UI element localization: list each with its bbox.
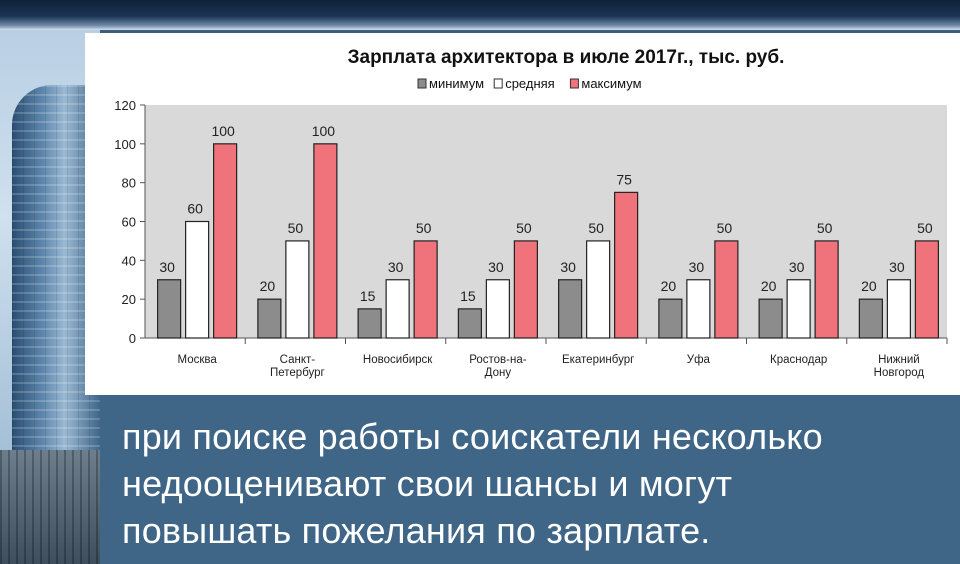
x-tick-label: Петербург (270, 367, 325, 379)
x-tick-label: Санкт- (280, 354, 316, 366)
y-tick-label: 0 (129, 331, 136, 346)
y-tick-label: 120 (114, 98, 136, 113)
x-tick-label: Екатеринбург (562, 354, 634, 366)
x-tick-label: Москва (177, 354, 217, 366)
data-label: 50 (588, 220, 604, 236)
legend-label: средняя (505, 76, 555, 91)
caption-line: повышать пожелания по зарплате. (122, 510, 711, 551)
x-tick-label: Новгород (874, 367, 925, 379)
legend-swatch (493, 78, 503, 89)
y-tick-label: 40 (122, 253, 136, 268)
y-tick-label: 60 (122, 215, 136, 230)
data-label: 50 (288, 220, 304, 236)
chart-title: Зарплата архитектора в июле 2017г., тыс.… (348, 47, 785, 68)
x-tick-label: Дону (485, 367, 512, 379)
data-label: 30 (789, 259, 805, 275)
data-label: 20 (260, 278, 276, 294)
y-tick-label: 100 (114, 137, 136, 152)
chart-panel: Зарплата архитектора в июле 2017г., тыс.… (85, 33, 960, 395)
bar (385, 279, 410, 339)
bar (413, 240, 438, 339)
bar (686, 279, 711, 339)
legend-label: минимум (429, 76, 484, 91)
y-tick-label: 80 (122, 176, 136, 191)
data-label: 50 (717, 220, 733, 236)
x-tick-label: Уфа (687, 354, 711, 366)
legend-swatch (417, 78, 427, 89)
data-label: 15 (360, 288, 376, 304)
data-label: 30 (689, 259, 705, 275)
bar (513, 240, 538, 339)
data-label: 30 (159, 259, 175, 275)
bar (357, 308, 382, 339)
data-label: 30 (388, 259, 404, 275)
legend-swatch (569, 78, 579, 89)
x-tick-label: Краснодар (770, 354, 827, 366)
bar (285, 240, 310, 339)
salary-bar-chart: Зарплата архитектора в июле 2017г., тыс.… (114, 47, 948, 379)
skyscraper-base (0, 450, 100, 564)
bar (858, 298, 883, 339)
top-banner (0, 0, 960, 30)
bar (614, 191, 639, 339)
data-label: 75 (616, 171, 632, 187)
y-tick-label: 20 (122, 292, 136, 307)
bar (914, 240, 939, 339)
bar (758, 298, 783, 339)
bar (185, 220, 210, 339)
data-label: 50 (917, 220, 933, 236)
caption-text: при поиске работы соискатели несколько н… (122, 413, 952, 554)
bar (257, 298, 282, 339)
bar (457, 308, 482, 339)
data-label: 20 (861, 278, 877, 294)
data-label: 50 (416, 220, 432, 236)
data-label: 30 (488, 259, 504, 275)
bar (213, 143, 238, 339)
caption-panel: при поиске работы соискатели несколько н… (100, 395, 960, 564)
data-label: 20 (761, 278, 777, 294)
bar (313, 143, 338, 339)
bar (485, 279, 510, 339)
x-tick-label: Нижний (878, 354, 920, 366)
bar (814, 240, 839, 339)
data-label: 100 (211, 123, 235, 139)
data-label: 100 (312, 123, 336, 139)
data-label: 60 (187, 201, 203, 217)
data-label: 20 (661, 278, 677, 294)
bar (558, 279, 583, 339)
data-label: 50 (817, 220, 833, 236)
caption-line: при поиске работы соискатели несколько (122, 416, 823, 457)
bar (714, 240, 739, 339)
x-tick-label: Новосибирск (363, 354, 433, 366)
bar (886, 279, 911, 339)
bar (658, 298, 683, 339)
legend-label: максимум (581, 76, 641, 91)
bar (586, 240, 611, 339)
bar (157, 279, 182, 339)
x-tick-label: Ростов-на- (469, 354, 527, 366)
bar (786, 279, 811, 339)
data-label: 30 (889, 259, 905, 275)
data-label: 15 (460, 288, 476, 304)
data-label: 50 (516, 220, 532, 236)
caption-line: недооценивают свои шансы и могут (122, 463, 733, 504)
data-label: 30 (560, 259, 576, 275)
